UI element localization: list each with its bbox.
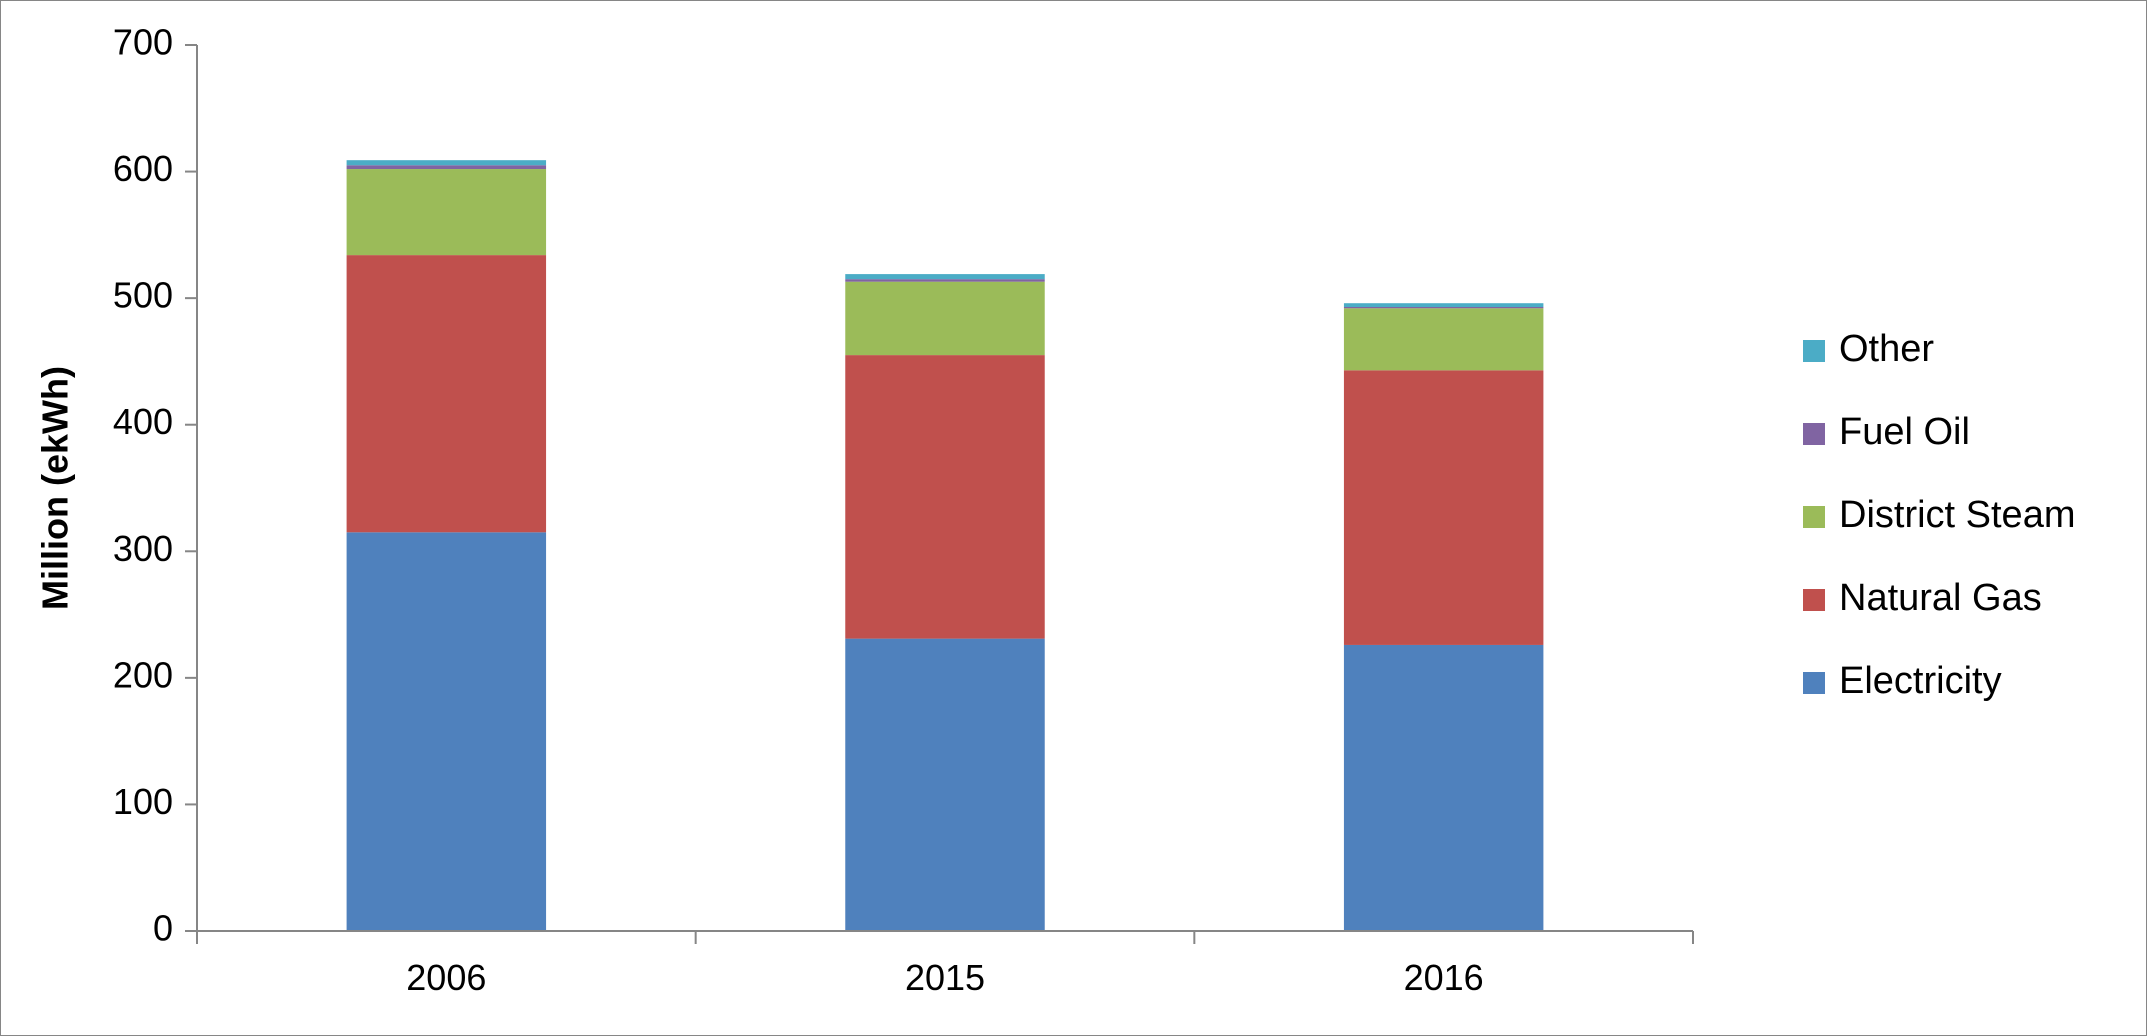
bar-segment-fuel-oil-2016 — [1343, 307, 1544, 309]
y-tick-label: 0 — [153, 908, 173, 949]
bar-segment-other-2015 — [845, 274, 1045, 280]
y-tick-label: 100 — [113, 781, 173, 822]
y-tick-label: 200 — [113, 654, 173, 695]
legend-swatch — [1803, 340, 1825, 362]
bars-group — [346, 160, 1544, 931]
x-tick-label: 2015 — [905, 957, 985, 998]
legend-label: Natural Gas — [1839, 577, 2042, 619]
bar-segment-electricity-2006 — [346, 532, 547, 931]
bar-segment-electricity-2016 — [1343, 644, 1544, 931]
legend-swatch — [1803, 506, 1825, 528]
y-axis-title: Million (ekWh) — [35, 366, 76, 610]
bar-segment-natural-gas-2006 — [346, 255, 547, 533]
legend: Other Fuel Oil District Steam Natural Gas El… — [1803, 328, 2075, 702]
legend-label: Other — [1839, 328, 1934, 370]
bar-segment-district-steam-2006 — [346, 169, 547, 256]
bar-segment-other-2016 — [1343, 303, 1544, 308]
legend-label: District Steam — [1839, 494, 2075, 536]
y-axis-ticks: 0 100 200 300 400 500 600 700 — [113, 22, 197, 949]
legend-label: Fuel Oil — [1839, 411, 1970, 453]
legend-item: Electricity — [1803, 660, 2002, 702]
y-tick-label: 500 — [113, 275, 173, 316]
bar-segment-natural-gas-2015 — [845, 355, 1045, 639]
legend-swatch — [1803, 589, 1825, 611]
x-tick-label: 2006 — [406, 957, 486, 998]
x-axis-ticks: 2006 2015 2016 — [196, 931, 1694, 998]
legend-label: Electricity — [1839, 660, 2002, 702]
bar-segment-natural-gas-2016 — [1343, 370, 1544, 645]
bar-segment-fuel-oil-2006 — [346, 165, 547, 170]
legend-item: Natural Gas — [1803, 577, 2042, 619]
bar-segment-other-2006 — [346, 160, 547, 166]
legend-item: Fuel Oil — [1803, 411, 1970, 453]
y-tick-label: 700 — [113, 22, 173, 63]
y-tick-label: 600 — [113, 148, 173, 189]
legend-swatch — [1803, 672, 1825, 694]
y-tick-label: 300 — [113, 528, 173, 569]
legend-item: Other — [1803, 328, 1934, 370]
y-tick-label: 400 — [113, 401, 173, 442]
bar-segment-district-steam-2016 — [1343, 308, 1544, 371]
axes-group — [196, 45, 1693, 932]
x-tick-label: 2016 — [1404, 957, 1484, 998]
legend-item: District Steam — [1803, 494, 2075, 536]
bar-segment-fuel-oil-2015 — [845, 279, 1045, 282]
legend-swatch — [1803, 423, 1825, 445]
bar-segment-district-steam-2015 — [845, 281, 1045, 356]
bar-segment-electricity-2015 — [845, 638, 1045, 931]
